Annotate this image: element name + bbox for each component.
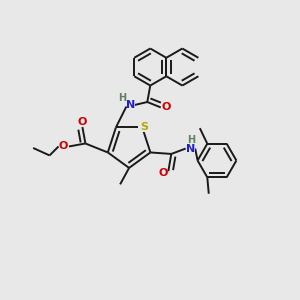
- Text: O: O: [161, 102, 171, 112]
- FancyBboxPatch shape: [59, 142, 68, 151]
- Text: S: S: [140, 122, 148, 132]
- FancyBboxPatch shape: [187, 143, 195, 154]
- FancyBboxPatch shape: [162, 103, 170, 112]
- FancyBboxPatch shape: [138, 122, 150, 133]
- Text: N: N: [126, 100, 136, 110]
- FancyBboxPatch shape: [159, 168, 167, 177]
- FancyBboxPatch shape: [127, 100, 135, 110]
- Text: O: O: [158, 168, 168, 178]
- FancyBboxPatch shape: [78, 117, 87, 126]
- FancyBboxPatch shape: [188, 136, 194, 144]
- FancyBboxPatch shape: [119, 94, 126, 103]
- Text: N: N: [186, 144, 196, 154]
- Text: H: H: [187, 135, 195, 145]
- Text: O: O: [59, 142, 68, 152]
- Text: O: O: [78, 117, 87, 127]
- Text: H: H: [118, 93, 127, 103]
